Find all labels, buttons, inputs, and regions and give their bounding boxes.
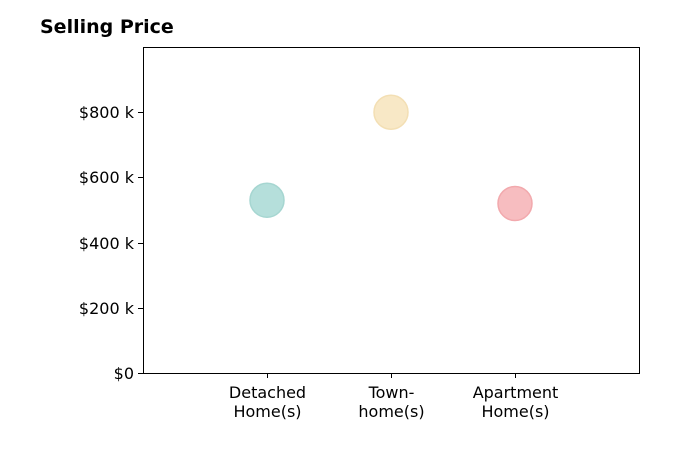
chart-title: Selling Price [40, 16, 174, 38]
y-tick-label: $0 [114, 364, 134, 383]
data-point [497, 185, 533, 222]
x-tick-label: Town-home(s) [358, 383, 424, 421]
y-axis: $0 $200 k $400 k $600 k $800 k [79, 103, 143, 383]
y-tick-label: $800 k [79, 103, 135, 122]
y-tick-label: $400 k [79, 234, 135, 253]
data-point [373, 94, 409, 130]
x-tick-label: Detached Home(s) [229, 383, 306, 421]
data-point [249, 182, 285, 218]
data-points [249, 94, 533, 222]
y-tick-label: $200 k [79, 299, 135, 318]
x-tick-label: Apartment Home(s) [473, 383, 559, 421]
x-axis: Detached Home(s) Town-home(s) Apartment Home… [229, 373, 558, 421]
y-tick-label: $600 k [79, 168, 135, 187]
